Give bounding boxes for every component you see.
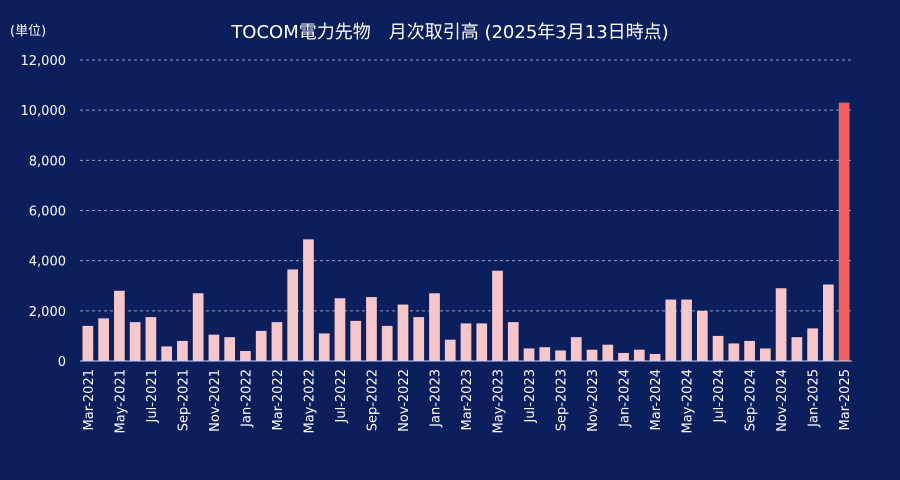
- bar-Apr-2022: [287, 269, 299, 361]
- bar-May-2023: [492, 270, 503, 361]
- bar-Jul-2023: [523, 348, 535, 361]
- x-tick-label: Jul-2023: [523, 369, 538, 423]
- bar-Feb-2024: [633, 349, 645, 361]
- bar-Mar-2024: [649, 353, 661, 361]
- y-tick-label: 0: [58, 355, 66, 370]
- x-tick-label: Nov-2024: [775, 369, 790, 432]
- bar-Mar-2022: [271, 322, 283, 361]
- bar-Sep-2022: [366, 297, 377, 361]
- x-tick-label: Sep-2023: [555, 369, 570, 431]
- x-tick-label: May-2023: [492, 369, 507, 433]
- bar-May-2024: [681, 299, 692, 361]
- y-tick-label: 4,000: [29, 255, 66, 270]
- y-tick-label: 10,000: [21, 104, 67, 119]
- x-tick-label: Mar-2023: [460, 369, 475, 430]
- bar-Nov-2021: [208, 334, 220, 361]
- bars: [82, 102, 850, 362]
- bar-Oct-2023: [570, 337, 582, 361]
- bar-May-2022: [303, 239, 314, 361]
- x-tick-label: May-2022: [302, 369, 317, 433]
- x-tick-label: Sep-2022: [365, 369, 380, 431]
- bar-Feb-2022: [255, 330, 267, 361]
- x-tick-label: Sep-2021: [176, 369, 191, 431]
- bar-Feb-2023: [444, 339, 456, 361]
- bar-Jan-2023: [429, 293, 440, 361]
- x-tick-label: Sep-2024: [744, 369, 759, 431]
- bar-Sep-2023: [555, 350, 566, 361]
- bar-Apr-2023: [476, 323, 488, 361]
- x-tick-label: Jan-2025: [807, 369, 822, 428]
- x-tick-label: Mar-2025: [838, 369, 853, 430]
- x-axis-ticks: Mar-2021 May-2021 Jul-2021 Sep-2021 Nov-2021…: [82, 369, 853, 433]
- x-tick-label: May-2021: [113, 369, 128, 433]
- x-tick-label: Jan-2023: [428, 369, 443, 428]
- bar-Jun-2023: [507, 322, 519, 361]
- bar-Sep-2024: [744, 340, 755, 361]
- bar-Nov-2024: [775, 288, 787, 361]
- x-tick-label: Mar-2024: [649, 369, 664, 430]
- y-tick-label: 12,000: [21, 54, 67, 69]
- bar-Mar-2021: [82, 325, 94, 361]
- bar-Jun-2021: [129, 322, 141, 361]
- x-tick-label: Nov-2023: [586, 369, 601, 432]
- y-axis-ticks: 0 2,000 4,000 6,000 8,000 10,000 12,000: [21, 54, 67, 370]
- bar-Oct-2022: [381, 325, 393, 361]
- x-tick-label: Jan-2022: [239, 369, 254, 428]
- bar-Dec-2024: [791, 337, 803, 361]
- x-tick-label: Mar-2021: [82, 369, 97, 430]
- bar-Aug-2022: [350, 320, 362, 361]
- bar-Dec-2022: [413, 317, 425, 361]
- bar-Jan-2025: [807, 328, 818, 361]
- bar-May-2021: [114, 290, 125, 361]
- bar-Feb-2025: [823, 284, 834, 361]
- bar-Aug-2024: [728, 343, 740, 361]
- bar-Oct-2021: [192, 293, 204, 361]
- x-tick-label: Nov-2022: [397, 369, 412, 432]
- bar-Jan-2022: [240, 350, 251, 361]
- x-tick-label: Jul-2022: [334, 369, 349, 423]
- bar-Aug-2023: [539, 347, 551, 361]
- x-tick-label: Mar-2022: [271, 369, 286, 430]
- x-tick-label: Jul-2021: [145, 369, 160, 423]
- bar-Jul-2022: [334, 298, 346, 361]
- bar-Nov-2023: [586, 349, 598, 361]
- bar-Jul-2024: [712, 335, 724, 361]
- x-tick-label: May-2024: [681, 369, 696, 433]
- y-axis-unit-label: (単位): [10, 24, 47, 39]
- bar-Dec-2023: [602, 344, 614, 361]
- y-tick-label: 8,000: [29, 154, 66, 169]
- y-tick-label: 2,000: [29, 305, 66, 320]
- bar-Aug-2021: [161, 346, 173, 361]
- x-tick-label: Jul-2024: [712, 369, 727, 423]
- x-tick-label: Jan-2024: [618, 369, 633, 428]
- chart-title: TOCOM電力先物 月次取引高 (2025年3月13日時点): [231, 22, 669, 43]
- bar-Jun-2022: [318, 333, 330, 361]
- grid-lines: [80, 59, 852, 312]
- bar-Mar-2023: [460, 323, 472, 361]
- bar-Jun-2024: [696, 310, 708, 361]
- bar-Jul-2021: [145, 317, 157, 361]
- bar-Dec-2021: [224, 337, 236, 361]
- bar-Apr-2021: [98, 318, 109, 361]
- x-tick-label: Nov-2021: [208, 369, 223, 432]
- bar-Apr-2024: [665, 299, 677, 361]
- bar-Sep-2021: [177, 340, 188, 361]
- bar-Nov-2022: [397, 304, 409, 361]
- bar-Oct-2024: [759, 348, 771, 361]
- bar-Mar-2025: [838, 102, 850, 362]
- bar-Jan-2024: [618, 352, 629, 361]
- y-tick-label: 6,000: [29, 205, 66, 220]
